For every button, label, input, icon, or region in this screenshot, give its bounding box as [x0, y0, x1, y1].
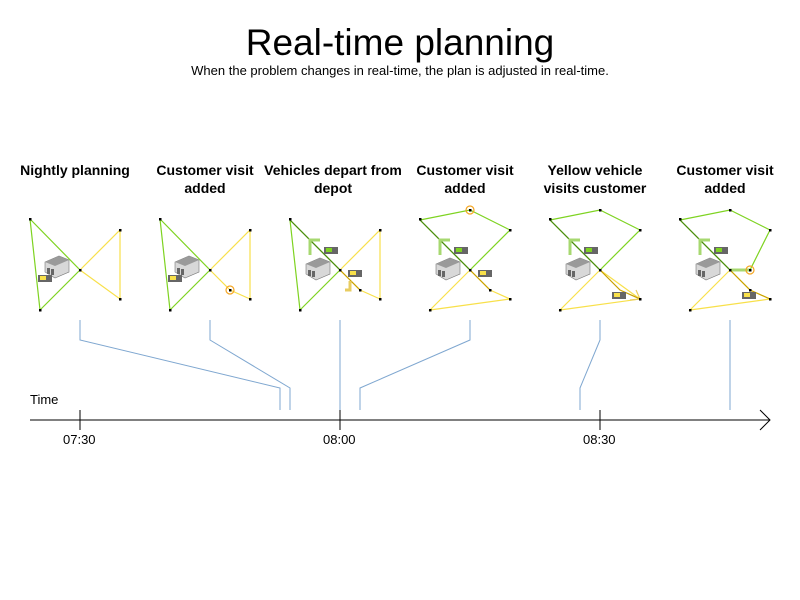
page-title: Real-time planning: [245, 22, 555, 63]
route-map-4: [419, 205, 513, 311]
step-caption: Customer visit added: [676, 162, 774, 196]
route-map-3: [289, 219, 381, 312]
step-caption: Yellow vehicle visits customer: [543, 162, 647, 196]
step-caption: Vehicles depart from depot: [264, 162, 402, 196]
step-caption: Nightly planning: [20, 162, 130, 178]
tick-label: 07:30: [63, 432, 96, 447]
time-axis-label: Time: [30, 392, 59, 407]
route-map-2: [159, 218, 251, 312]
tick-label: 08:00: [323, 432, 356, 447]
step-caption: Customer visit added: [156, 162, 254, 196]
subtitle: When the problem changes in real-time, t…: [191, 63, 609, 78]
step-caption: Customer visit added: [416, 162, 514, 196]
route-map-5: [549, 209, 642, 311]
tick-label: 08:30: [583, 432, 616, 447]
customer-nodes: [29, 209, 772, 312]
route-map-1: [29, 218, 121, 312]
route-map-6: [679, 209, 773, 311]
timeline-connectors: [79, 320, 731, 410]
time-axis: [30, 409, 771, 431]
